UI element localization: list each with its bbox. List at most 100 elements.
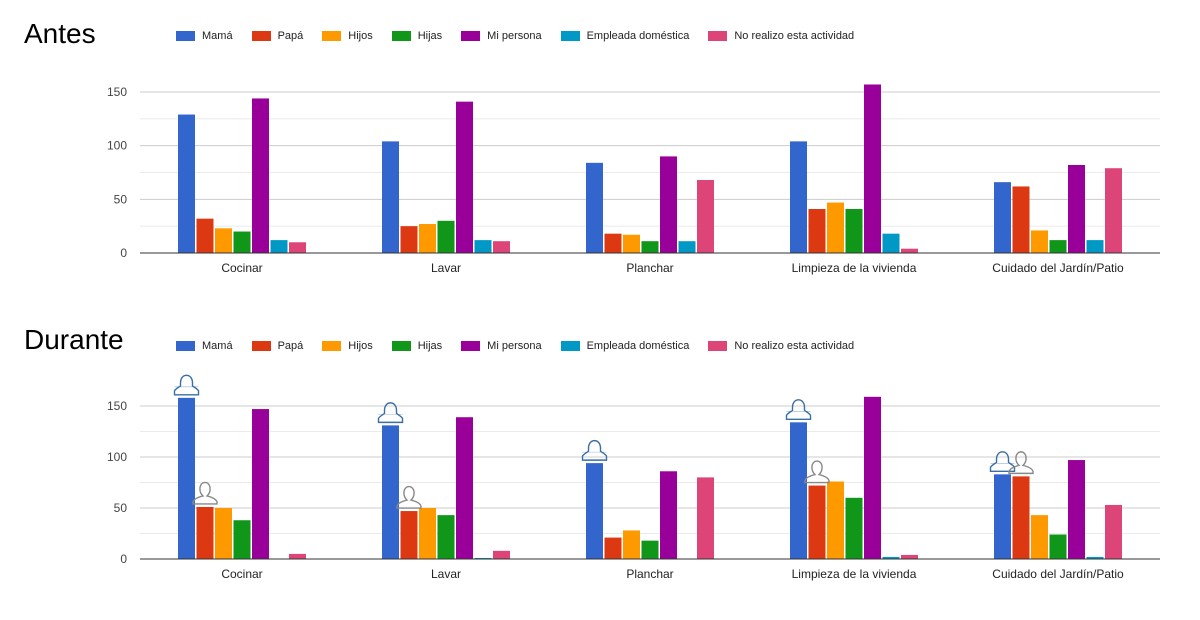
- legend-item-mi-persona[interactable]: Mi persona: [461, 30, 542, 42]
- bar-no-realizo-esta-actividad-planchar[interactable]: [697, 180, 714, 253]
- legend-item-hijos[interactable]: Hijos: [322, 30, 373, 42]
- bar-mama-lavar[interactable]: [382, 141, 399, 253]
- legend-label: Papá: [277, 30, 304, 42]
- bar-mi-persona-limpieza-de-la-vivienda[interactable]: [864, 84, 881, 253]
- bar-papa-cuidado-del-jardin-patio[interactable]: [1012, 476, 1030, 559]
- bar-hijos-cocinar[interactable]: [215, 508, 232, 559]
- legend-item-hijas[interactable]: Hijas: [391, 340, 442, 352]
- bar-hijos-cocinar[interactable]: [215, 228, 232, 253]
- bar-mi-persona-lavar[interactable]: [456, 417, 473, 559]
- bar-chart-antes: 0 50 100 150 Cocinar Lavar Planchar Limpieza de…: [107, 84, 1160, 275]
- bar-empleada-domestica-limpieza-de-la-vivienda[interactable]: [882, 233, 900, 253]
- bar-mi-persona-cuidado-del-jardin-patio[interactable]: [1068, 164, 1085, 253]
- bar-empleada-domestica-cuidado-del-jardin-patio[interactable]: [1086, 556, 1104, 559]
- male-person-icon: [396, 485, 422, 509]
- legend-label: Mi persona: [487, 30, 542, 42]
- bar-mama-planchar[interactable]: [586, 162, 603, 253]
- y-tick-label: 150: [107, 85, 127, 99]
- bar-mi-persona-limpieza-de-la-vivienda[interactable]: [864, 396, 881, 559]
- x-category-label: Lavar: [431, 261, 461, 275]
- legend-label: Empleada doméstica: [586, 30, 690, 42]
- legend-item-mama[interactable]: Mamá: [176, 340, 233, 352]
- bar-empleada-domestica-lavar[interactable]: [474, 240, 492, 253]
- bar-hijas-limpieza-de-la-vivienda[interactable]: [845, 208, 863, 253]
- y-tick-label: 100: [107, 139, 127, 153]
- bar-no-realizo-esta-actividad-cocinar[interactable]: [289, 553, 306, 559]
- bar-papa-limpieza-de-la-vivienda[interactable]: [808, 208, 826, 253]
- bar-papa-cocinar[interactable]: [196, 506, 214, 559]
- bar-papa-planchar[interactable]: [604, 233, 622, 253]
- male-person-icon: [804, 460, 830, 484]
- bar-mi-persona-planchar[interactable]: [660, 471, 677, 559]
- bar-mama-lavar[interactable]: [382, 425, 399, 559]
- bar-no-realizo-esta-actividad-cuidado-del-jardin-patio[interactable]: [1105, 168, 1122, 253]
- bar-mama-planchar[interactable]: [586, 463, 603, 559]
- bar-hijos-cuidado-del-jardin-patio[interactable]: [1031, 230, 1048, 253]
- legend-item-empleada-domestica[interactable]: Empleada doméstica: [560, 340, 690, 352]
- y-tick-label: 0: [120, 246, 127, 260]
- bar-hijas-cuidado-del-jardin-patio[interactable]: [1049, 534, 1067, 559]
- legend-item-no-realizo-esta-actividad[interactable]: No realizo esta actividad: [708, 30, 854, 42]
- legend-label: Mi persona: [487, 340, 542, 352]
- bar-empleada-domestica-limpieza-de-la-vivienda[interactable]: [882, 556, 900, 559]
- bar-hijas-cuidado-del-jardin-patio[interactable]: [1049, 240, 1067, 253]
- bar-mi-persona-cuidado-del-jardin-patio[interactable]: [1068, 460, 1085, 559]
- bar-hijas-limpieza-de-la-vivienda[interactable]: [845, 497, 863, 559]
- bar-mi-persona-cocinar[interactable]: [252, 98, 269, 253]
- legend-item-papa[interactable]: Papá: [251, 340, 304, 352]
- bar-hijas-cocinar[interactable]: [233, 231, 251, 253]
- legend-label: Papá: [277, 340, 304, 352]
- bar-papa-cuidado-del-jardin-patio[interactable]: [1012, 186, 1030, 253]
- bar-hijos-cuidado-del-jardin-patio[interactable]: [1031, 515, 1048, 559]
- bar-hijas-cocinar[interactable]: [233, 520, 251, 559]
- bar-hijas-planchar[interactable]: [641, 540, 659, 559]
- bar-mama-cocinar[interactable]: [178, 397, 195, 559]
- legend-item-mama[interactable]: Mamá: [176, 30, 233, 42]
- bar-hijas-planchar[interactable]: [641, 241, 659, 253]
- bar-no-realizo-esta-actividad-planchar[interactable]: [697, 477, 714, 559]
- legend-item-no-realizo-esta-actividad[interactable]: No realizo esta actividad: [708, 340, 854, 352]
- bar-mama-cuidado-del-jardin-patio[interactable]: [994, 474, 1011, 559]
- bar-hijas-lavar[interactable]: [437, 220, 455, 253]
- bar-empleada-domestica-cocinar[interactable]: [270, 240, 288, 253]
- bar-no-realizo-esta-actividad-limpieza-de-la-vivienda[interactable]: [901, 248, 918, 253]
- bar-papa-lavar[interactable]: [400, 511, 418, 559]
- bar-no-realizo-esta-actividad-cocinar[interactable]: [289, 242, 306, 253]
- bar-mi-persona-cocinar[interactable]: [252, 409, 269, 559]
- bar-mi-persona-lavar[interactable]: [456, 101, 473, 253]
- bar-mama-cocinar[interactable]: [178, 114, 195, 253]
- bar-hijos-limpieza-de-la-vivienda[interactable]: [827, 202, 844, 253]
- bar-papa-limpieza-de-la-vivienda[interactable]: [808, 485, 826, 559]
- annotations: [173, 374, 1034, 509]
- bar-papa-planchar[interactable]: [604, 537, 622, 559]
- bar-papa-lavar[interactable]: [400, 226, 418, 253]
- bar-no-realizo-esta-actividad-cuidado-del-jardin-patio[interactable]: [1105, 504, 1122, 559]
- legend-item-papa[interactable]: Papá: [251, 30, 304, 42]
- legend-item-hijos[interactable]: Hijos: [322, 340, 373, 352]
- bar-hijos-planchar[interactable]: [623, 234, 640, 253]
- bar-mama-limpieza-de-la-vivienda[interactable]: [790, 422, 807, 559]
- bar-mama-cuidado-del-jardin-patio[interactable]: [994, 182, 1011, 253]
- legend-label: Empleada doméstica: [586, 340, 690, 352]
- bar-hijos-limpieza-de-la-vivienda[interactable]: [827, 481, 844, 559]
- x-category-label: Limpieza de la vivienda: [792, 567, 917, 581]
- bar-papa-cocinar[interactable]: [196, 218, 214, 253]
- legend-item-mi-persona[interactable]: Mi persona: [461, 340, 542, 352]
- bar-no-realizo-esta-actividad-lavar[interactable]: [493, 550, 510, 559]
- bar-hijos-planchar[interactable]: [623, 530, 640, 559]
- bar-mi-persona-planchar[interactable]: [660, 156, 677, 253]
- bar-hijos-lavar[interactable]: [419, 508, 436, 559]
- bar-empleada-domestica-planchar[interactable]: [678, 241, 696, 253]
- bar-no-realizo-esta-actividad-limpieza-de-la-vivienda[interactable]: [901, 554, 918, 559]
- legend-durante: Mamá Papá Hijos Hijas Mi persona Empleada dom…: [176, 340, 873, 352]
- legend-item-hijas[interactable]: Hijas: [391, 30, 442, 42]
- bar-hijas-lavar[interactable]: [437, 515, 455, 559]
- legend-item-empleada-domestica[interactable]: Empleada doméstica: [560, 30, 690, 42]
- bar-mama-limpieza-de-la-vivienda[interactable]: [790, 141, 807, 253]
- bar-empleada-domestica-cuidado-del-jardin-patio[interactable]: [1086, 240, 1104, 253]
- gridlines: [140, 405, 1160, 534]
- bar-empleada-domestica-lavar[interactable]: [474, 557, 492, 559]
- legend-swatch: [176, 341, 195, 351]
- bar-no-realizo-esta-actividad-lavar[interactable]: [493, 241, 510, 253]
- bar-hijos-lavar[interactable]: [419, 224, 436, 253]
